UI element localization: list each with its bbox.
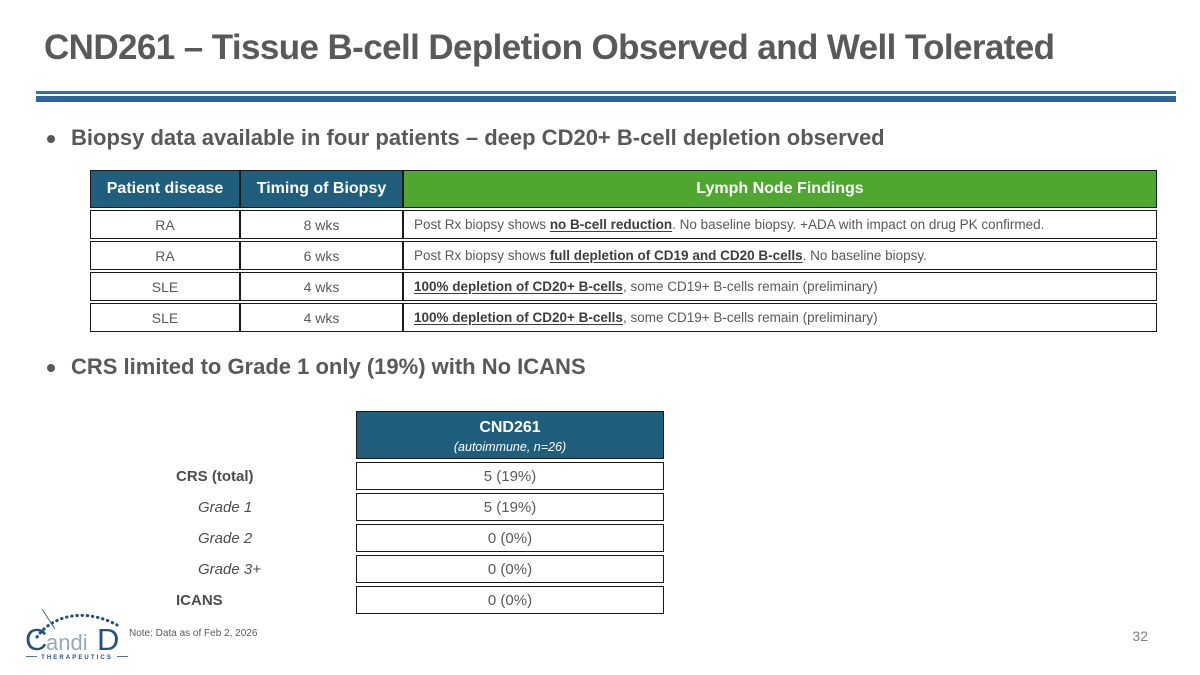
bullet-crs: CRS limited to Grade 1 only (19%) with N… bbox=[45, 352, 586, 382]
crs-row-value: 5 (19%) bbox=[356, 493, 664, 521]
crs-row: Grade 1 5 (19%) bbox=[160, 493, 664, 521]
crs-row-value: 0 (0%) bbox=[356, 555, 664, 583]
title-divider bbox=[36, 91, 1176, 102]
slide-title: CND261 – Tissue B-cell Depletion Observe… bbox=[44, 28, 1055, 67]
cell-disease: SLE bbox=[90, 303, 240, 332]
crs-table-header-row: CND261 (autoimmune, n=26) bbox=[160, 411, 664, 459]
bullet-biopsy-text: Biopsy data available in four patients –… bbox=[71, 125, 885, 150]
cell-findings: Post Rx biopsy shows full depletion of C… bbox=[403, 241, 1157, 270]
col-header-timing: Timing of Biopsy bbox=[240, 170, 403, 208]
cell-timing: 6 wks bbox=[240, 241, 403, 270]
crs-row-value: 0 (0%) bbox=[356, 524, 664, 552]
crs-header-spacer bbox=[160, 411, 356, 459]
crs-row: Grade 2 0 (0%) bbox=[160, 524, 664, 552]
col-header-findings: Lymph Node Findings bbox=[403, 170, 1157, 208]
crs-table: CND261 (autoimmune, n=26) CRS (total) 5 … bbox=[160, 408, 664, 617]
bullet-icon bbox=[47, 135, 55, 143]
bullet-biopsy: Biopsy data available in four patients –… bbox=[45, 123, 885, 153]
crs-row-label: Grade 2 bbox=[198, 529, 253, 547]
bullet-icon bbox=[47, 364, 55, 372]
col-header-patient-disease: Patient disease bbox=[90, 170, 240, 208]
cell-disease: RA bbox=[90, 210, 240, 239]
footnote: Note: Data as of Feb 2, 2026 bbox=[129, 628, 258, 639]
page-number: 32 bbox=[1132, 628, 1148, 644]
crs-row-value: 0 (0%) bbox=[356, 586, 664, 614]
crs-header-title: CND261 bbox=[479, 419, 541, 436]
biopsy-row: RA 6 wks Post Rx biopsy shows full deple… bbox=[90, 241, 1157, 270]
logo-needle-line bbox=[41, 608, 56, 630]
cell-findings: 100% depletion of CD20+ B-cells, some CD… bbox=[403, 272, 1157, 301]
logo-tagline: THERAPEUTICS bbox=[41, 655, 113, 661]
divider-thin-line bbox=[36, 91, 1176, 94]
cell-findings: 100% depletion of CD20+ B-cells, some CD… bbox=[403, 303, 1157, 332]
crs-row: Grade 3+ 0 (0%) bbox=[160, 555, 664, 583]
biopsy-table-header-row: Patient disease Timing of Biopsy Lymph N… bbox=[90, 170, 1157, 208]
cell-disease: RA bbox=[90, 241, 240, 270]
crs-row-label: Grade 1 bbox=[198, 498, 253, 516]
crs-row-label: Grade 3+ bbox=[198, 560, 261, 578]
bullet-crs-text: CRS limited to Grade 1 only (19%) with N… bbox=[71, 354, 586, 379]
cell-disease: SLE bbox=[90, 272, 240, 301]
cell-timing: 8 wks bbox=[240, 210, 403, 239]
divider-thick-line bbox=[36, 96, 1176, 102]
crs-row: CRS (total) 5 (19%) bbox=[160, 462, 664, 490]
logo-letter-c: C bbox=[25, 622, 47, 657]
crs-header-subtitle: (autoimmune, n=26) bbox=[453, 440, 567, 454]
crs-row-label: ICANS bbox=[176, 591, 223, 609]
logo-letter-d: D bbox=[97, 622, 119, 657]
crs-header-cnd261: CND261 (autoimmune, n=26) bbox=[356, 411, 664, 459]
crs-row: ICANS 0 (0%) bbox=[160, 586, 664, 614]
crs-row-label: CRS (total) bbox=[176, 467, 254, 485]
crs-row-value: 5 (19%) bbox=[356, 462, 664, 490]
biopsy-row: RA 8 wks Post Rx biopsy shows no B-cell … bbox=[90, 210, 1157, 239]
cell-timing: 4 wks bbox=[240, 303, 403, 332]
biopsy-table: Patient disease Timing of Biopsy Lymph N… bbox=[90, 168, 1157, 334]
cell-findings: Post Rx biopsy shows no B-cell reduction… bbox=[403, 210, 1157, 239]
candid-therapeutics-logo: C andi D THERAPEUTICS bbox=[25, 608, 128, 661]
logo-dotted-arc bbox=[35, 613, 119, 639]
cell-timing: 4 wks bbox=[240, 272, 403, 301]
biopsy-row: SLE 4 wks 100% depletion of CD20+ B-cell… bbox=[90, 303, 1157, 332]
logo-middle-letters: andi bbox=[46, 630, 88, 655]
divider-gap bbox=[36, 94, 1176, 96]
biopsy-row: SLE 4 wks 100% depletion of CD20+ B-cell… bbox=[90, 272, 1157, 301]
